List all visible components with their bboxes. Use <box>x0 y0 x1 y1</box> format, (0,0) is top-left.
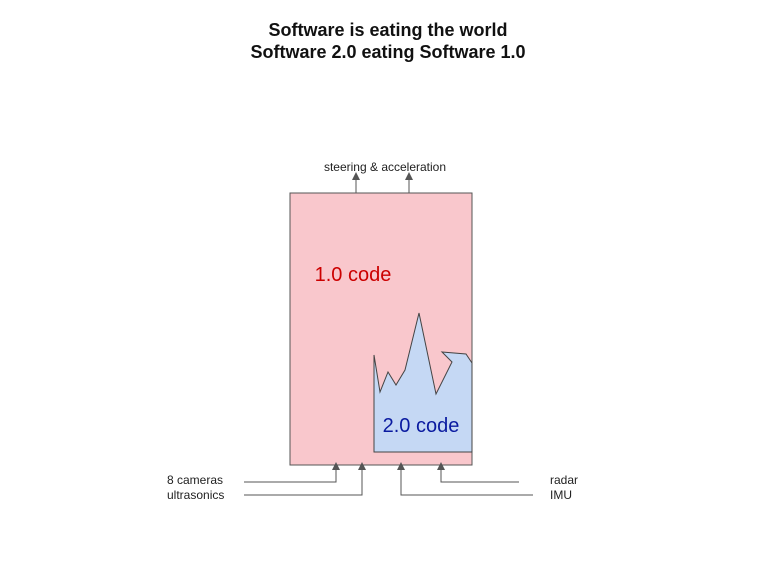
input-line-radar <box>437 462 519 483</box>
code-2-region <box>373 312 473 453</box>
code-1-label: 1.0 code <box>315 264 392 286</box>
input-line-cameras <box>244 462 340 483</box>
slide-title-line-1: Software is eating the world <box>268 20 508 40</box>
slide-title-line-2: Software 2.0 eating Software 1.0 <box>250 42 526 62</box>
input-label-cameras: 8 cameras <box>167 473 223 487</box>
input-line-ultrasonics <box>244 462 366 496</box>
input-line-imu <box>397 462 533 496</box>
input-label-radar: radar <box>550 473 578 487</box>
code-2-label: 2.0 code <box>383 415 460 437</box>
input-label-ultrasonics: ultrasonics <box>167 488 224 502</box>
input-label-imu: IMU <box>550 488 572 502</box>
outputs-label: steering & acceleration <box>324 160 446 174</box>
